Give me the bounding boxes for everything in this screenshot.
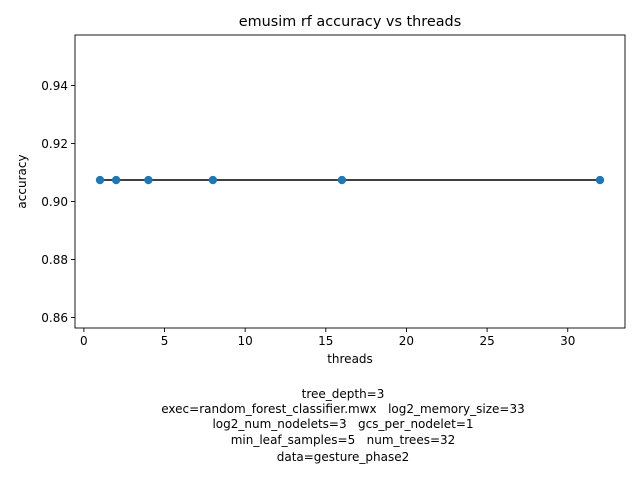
y-axis-label: accuracy <box>15 154 29 208</box>
x-tick-label: 20 <box>399 334 414 348</box>
x-tick-label: 30 <box>560 334 575 348</box>
annotation-line: data=gesture_phase2 <box>277 450 410 464</box>
data-point <box>144 175 153 185</box>
plot-frame <box>74 34 626 329</box>
y-tick-label: 0.86 <box>41 311 68 325</box>
annotation-line: tree_depth=3 <box>302 387 385 401</box>
data-point <box>95 175 105 185</box>
x-tick-label: 5 <box>161 334 169 348</box>
y-tick-label: 0.94 <box>41 79 68 93</box>
annotation-line: log2_num_nodelets=3 gcs_per_nodelet=1 <box>212 417 473 431</box>
data-point <box>111 175 121 185</box>
y-axis: 0.86 0.88 0.90 0.92 0.94 <box>41 79 75 325</box>
data-point <box>337 175 347 185</box>
chart-title: emusim rf accuracy vs threads <box>239 14 461 30</box>
y-tick-label: 0.90 <box>41 195 68 209</box>
x-axis-label: threads <box>327 352 373 366</box>
annotation-line: min_leaf_samples=5 num_trees=32 <box>231 433 456 447</box>
data-point <box>208 175 218 185</box>
x-tick-label: 0 <box>80 334 88 348</box>
x-tick-label: 25 <box>479 334 494 348</box>
y-tick-label: 0.88 <box>41 253 68 267</box>
x-tick-label: 15 <box>318 334 333 348</box>
x-tick-label: 10 <box>238 334 253 348</box>
annotation-line: exec=random_forest_classifier.mwx log2_m… <box>161 402 524 416</box>
parameter-annotation: tree_depth=3 exec=random_forest_classifi… <box>161 387 524 464</box>
data-point <box>595 175 605 185</box>
x-axis: 0 5 10 15 20 25 30 <box>80 328 575 348</box>
series-layer <box>95 175 605 185</box>
y-tick-label: 0.92 <box>41 137 68 151</box>
